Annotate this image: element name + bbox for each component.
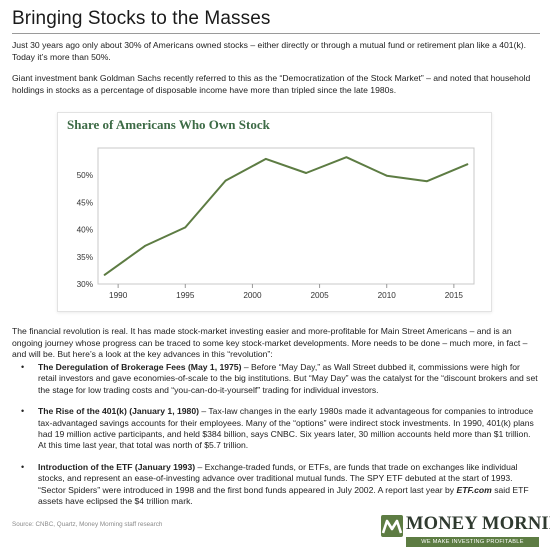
plot-frame <box>97 147 475 285</box>
data-point <box>184 226 187 229</box>
bullet-heading: The Rise of the 401(k) (January 1, 1980) <box>38 406 199 417</box>
body-paragraph: The financial revolution is real. It has… <box>12 326 528 360</box>
bullet-text: – Tax-law changes in the early 1980s mad… <box>38 406 534 451</box>
bullet-text: – Before “May Day,” as Wall Street dubbe… <box>38 362 538 395</box>
x-tick-label: 2015 <box>445 291 464 300</box>
line-chart: 30% 35% 40% 45% 50% 1990 1995 2000 2005 2010 2015 <box>77 147 475 300</box>
y-tick-label: 50% <box>77 171 93 180</box>
list-item: • Introduction of the ETF (January 1993)… <box>12 462 540 508</box>
y-tick-label: 30% <box>77 280 93 289</box>
list-item: • The Deregulation of Brokerage Fees (Ma… <box>12 362 540 396</box>
title-divider <box>12 33 540 34</box>
logo-name: MONEY MORNING <box>406 514 550 534</box>
x-tick-label: 1990 <box>109 291 128 300</box>
bullet-text: said ETF assets have eclipsed the $4 tri… <box>38 484 529 507</box>
y-tick-label: 35% <box>77 253 93 262</box>
data-point <box>264 157 267 160</box>
logo-mark-icon <box>381 515 403 537</box>
chart-panel: Share of Americans Who Own Stock 30% 35% 4… <box>57 112 492 312</box>
list-item: • The Rise of the 401(k) (January 1, 198… <box>12 406 540 452</box>
data-point <box>426 180 428 183</box>
bullet-heading: The Deregulation of Brokerage Fees (May … <box>38 362 242 372</box>
x-tick-label: 2000 <box>243 291 262 300</box>
etf-com-link-text: ETF.com <box>456 484 492 495</box>
data-point <box>144 245 146 247</box>
bullet-icon: • <box>21 406 25 417</box>
bullet-list: • The Deregulation of Brokerage Fees (Ma… <box>12 362 540 507</box>
intro-paragraph-2: Giant investment bank Goldman Sachs rece… <box>12 73 531 95</box>
data-point <box>466 163 469 166</box>
intro-paragraph-1: Just 30 years ago only about 30% of Amer… <box>12 40 526 62</box>
bullet-heading: Introduction of the ETF (January 1993) <box>38 461 196 472</box>
data-point <box>345 156 348 159</box>
page-title: Bringing Stocks to the Masses <box>12 8 271 29</box>
data-point <box>385 174 388 177</box>
x-tick-label: 2010 <box>378 291 397 300</box>
bullet-icon: • <box>21 362 25 372</box>
logo-tagline: WE MAKE INVESTING PROFITABLE <box>406 537 539 547</box>
money-morning-logo: MONEY MORNING WE MAKE INVESTING PROFITAB… <box>380 513 550 547</box>
data-point <box>305 172 308 174</box>
x-tick-label: 1995 <box>176 291 195 300</box>
x-tick-label: 2005 <box>310 291 329 300</box>
series-line <box>103 156 469 276</box>
bullet-icon: • <box>21 461 25 472</box>
source-note: Source: CNBC, Quartz, Money Morning staf… <box>12 521 163 528</box>
chart-title: Share of Americans Who Own Stock <box>67 117 270 132</box>
data-point <box>224 179 227 182</box>
data-point <box>103 273 106 276</box>
y-tick-label: 40% <box>77 226 93 235</box>
y-tick-label: 45% <box>77 198 93 207</box>
bullet-text: – Exchange-traded funds, or ETFs, are fu… <box>38 461 518 495</box>
